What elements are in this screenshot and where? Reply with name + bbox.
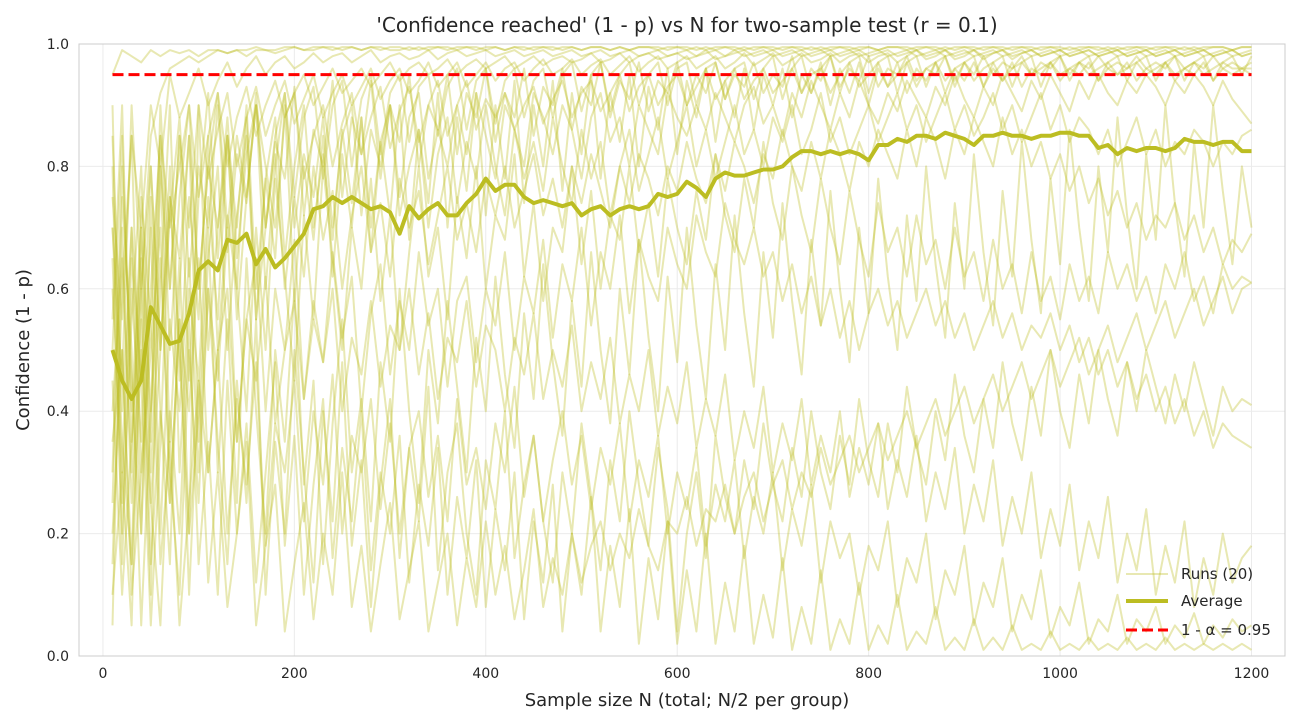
legend-threshold-label: 1 - α = 0.95 bbox=[1181, 621, 1271, 639]
plot-frame bbox=[78, 43, 1286, 657]
x-tick-label: 1200 bbox=[1234, 666, 1270, 682]
run-line bbox=[111, 55, 1253, 382]
run-line bbox=[111, 55, 1253, 474]
run-line bbox=[111, 116, 1253, 566]
x-tick-label: 600 bbox=[664, 666, 691, 682]
y-tick-label: 0.8 bbox=[47, 159, 69, 175]
run-line bbox=[111, 92, 1253, 535]
chart-title: 'Confidence reached' (1 - p) vs N for tw… bbox=[376, 13, 997, 37]
run-line bbox=[111, 49, 1252, 566]
x-tick-label: 800 bbox=[855, 666, 882, 682]
y-tick-label: 0.4 bbox=[47, 404, 69, 420]
average-line bbox=[110, 130, 1252, 401]
x-tick-label: 200 bbox=[281, 666, 308, 682]
run-line bbox=[111, 104, 1253, 627]
x-tick-label: 1000 bbox=[1042, 666, 1078, 682]
legend-average-label: Average bbox=[1181, 592, 1243, 610]
run-line bbox=[111, 275, 1253, 633]
run-line bbox=[111, 227, 1253, 651]
run-line bbox=[111, 104, 1253, 504]
average-group bbox=[110, 130, 1252, 401]
legend-runs-label: Runs (20) bbox=[1181, 565, 1253, 583]
x-tick-label: 400 bbox=[472, 666, 499, 682]
y-tick-label: 0.6 bbox=[47, 282, 69, 298]
y-tick-label: 0.0 bbox=[47, 649, 69, 665]
x-axis-label: Sample size N (total; N/2 per group) bbox=[525, 690, 850, 711]
run-line bbox=[111, 134, 1253, 608]
run-line bbox=[111, 49, 1252, 321]
run-line bbox=[111, 46, 1252, 627]
run-line bbox=[111, 49, 1252, 474]
run-line bbox=[111, 73, 1253, 626]
legend: Runs (20) Average 1 - α = 0.95 bbox=[1126, 565, 1271, 639]
y-axis-label: Confidence (1 - p) bbox=[13, 269, 34, 431]
run-line bbox=[111, 196, 1253, 633]
run-line bbox=[111, 287, 1253, 645]
tick-labels: 0 200 400 600 800 1000 1200 0.0 0.2 0.4 0.6 0.8 1.0 bbox=[47, 37, 1270, 682]
run-line bbox=[111, 166, 1253, 566]
x-tick-label: 0 bbox=[98, 666, 107, 682]
run-line bbox=[111, 46, 1252, 75]
y-tick-label: 1.0 bbox=[47, 37, 69, 53]
run-line bbox=[111, 61, 1253, 474]
y-tick-label: 0.2 bbox=[47, 527, 69, 543]
